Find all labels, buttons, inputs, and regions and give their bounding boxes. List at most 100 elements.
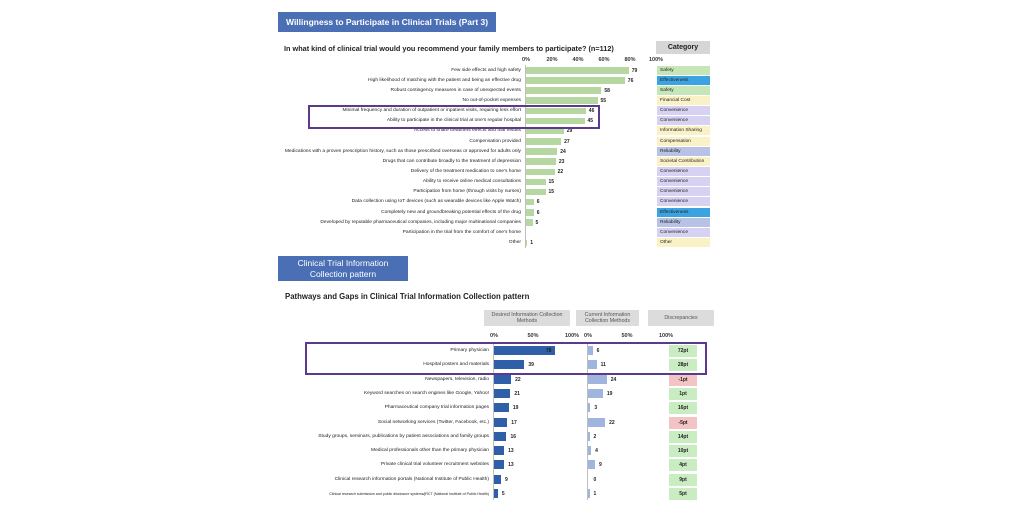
chart2-row-label: Keyword searches on search engines like … <box>363 390 489 396</box>
chart1-x-tick: 40% <box>572 57 584 63</box>
chart2-desired-x-tick: 50% <box>527 333 539 339</box>
chart1-row-label: Participation in the trial from the comf… <box>402 229 521 235</box>
chart1-highlight-box <box>308 104 600 129</box>
chart1-bar <box>526 178 546 186</box>
chart2-desired-value: 16 <box>510 433 517 440</box>
chart2-row-label: Clinical research information portals (N… <box>334 476 489 482</box>
chart1-category-tag: Financial Cost <box>657 95 710 105</box>
chart2-row-label: Pharmaceutical company trial information… <box>384 405 489 411</box>
chart2-row-label: Newspapers, television, radio <box>425 376 489 382</box>
chart1-value-label: 79 <box>631 67 638 74</box>
chart2-current-axis <box>587 343 588 501</box>
chart2-desired-value: 19 <box>512 405 519 412</box>
chart1-bar <box>526 148 558 155</box>
chart1-row-label: Ability to participate in the clinical t… <box>386 118 521 124</box>
chart2-current-x-tick: 100% <box>658 333 674 339</box>
chart2-discrepancy: 5pt <box>669 488 697 500</box>
chart2-discrepancy: -1pt <box>669 373 697 386</box>
chart1-bar <box>526 117 585 125</box>
chart1-category-tag: Effectiveness <box>657 207 710 217</box>
chart2-current-value: 11 <box>600 362 606 369</box>
chart1-bar <box>526 107 586 115</box>
chart1-category-tag: Compensation <box>657 136 710 146</box>
chart1-category-tag: Reliability <box>657 146 710 156</box>
chart1-row-label: Other <box>508 240 521 246</box>
chart2-current-bar <box>588 346 593 355</box>
chart1-x-tick: 100% <box>648 57 664 63</box>
chart1-bar <box>526 87 602 94</box>
chart2-current-bar <box>588 388 603 398</box>
chart1-category-tag: Effectiveness <box>657 75 710 85</box>
chart2-current-bar <box>588 360 597 370</box>
chart1-value-label: 45 <box>587 118 594 125</box>
chart2-desired-bar <box>494 360 525 370</box>
chart2-current-bar <box>588 431 590 441</box>
chart1-category-tag: Convenience <box>657 197 710 207</box>
chart2-current-value: 24 <box>610 376 617 383</box>
chart1-bar <box>526 209 534 216</box>
chart2-desired-bar <box>494 388 511 398</box>
chart2-current-value: 9 <box>599 462 602 469</box>
chart1-bar <box>526 127 564 135</box>
chart2-desired-bar <box>494 346 555 355</box>
chart1-value-label: 6 <box>536 199 540 206</box>
chart1-row-label: Delivery of the treatment medication to … <box>410 169 521 174</box>
chart2-desired-value: 17 <box>511 419 517 426</box>
chart2-desired-bar <box>494 403 509 413</box>
chart1-category-tag: Reliability <box>657 217 710 227</box>
chart1-value-label: 76 <box>627 77 634 84</box>
chart2-desired-value: 13 <box>508 462 514 469</box>
chart2-current-value: 2 <box>593 433 597 440</box>
chart2-highlight-box <box>305 342 707 375</box>
chart1-value-label: 23 <box>558 158 565 165</box>
section2-banner: Clinical Trial Information Collection pa… <box>278 256 408 281</box>
chart1-bar <box>526 188 546 196</box>
chart2-desired-bar <box>494 474 502 484</box>
chart1-value-label: 1 <box>530 240 534 247</box>
chart2-current-value: 4 <box>595 448 598 455</box>
chart2-row-label: Private clinical trial volunteer recruit… <box>380 462 489 468</box>
chart1-row-label: Robust contingency measures in case of u… <box>390 87 522 93</box>
chart2-desired-bar <box>494 374 512 384</box>
desired-column-header: Desired Information Collection Methods <box>484 310 570 326</box>
chart1-bar <box>526 138 562 145</box>
chart1-category-tag: Convenience <box>657 116 710 126</box>
chart2-current-bar <box>588 460 596 470</box>
chart1-x-tick: 0% <box>522 57 530 63</box>
chart1-row-label: Medications with a proven prescription h… <box>284 148 521 154</box>
chart1-value-label: 15 <box>548 179 555 186</box>
chart1-row-label: Completely new and groundbreaking potent… <box>381 209 521 215</box>
chart1-row-label: Access to share treatment effects and tr… <box>413 128 521 134</box>
chart2-row-label: Medical professionals other than the pri… <box>371 448 489 454</box>
chart2-current-bar <box>588 446 592 456</box>
chart1-bar <box>526 239 528 247</box>
chart2-desired-value: 9 <box>505 476 508 483</box>
current-column-header: Current Information Collection Methods <box>576 310 639 326</box>
chart1-value-label: 55 <box>600 97 607 104</box>
chart1-category-tag: Convenience <box>657 106 710 116</box>
chart1-title: In what kind of clinical trial would you… <box>284 44 614 53</box>
chart1-category-tag: Safety <box>657 65 710 75</box>
chart1-x-tick: 60% <box>598 57 610 63</box>
chart2-current-bar <box>588 374 607 384</box>
chart2-discrepancy: 28pt <box>669 359 697 372</box>
chart2-desired-bar <box>494 431 507 441</box>
chart1-bar <box>526 168 555 175</box>
chart1-x-tick: 80% <box>624 57 636 63</box>
chart1-bar <box>526 77 625 84</box>
chart2-desired-bar <box>494 460 505 470</box>
chart2-desired-value: 22 <box>515 376 521 383</box>
chart1-category-tag: Societal Contribution <box>657 156 710 166</box>
chart2-discrepancy: 14pt <box>669 430 697 443</box>
chart1-bar <box>526 67 629 74</box>
chart1-row-label: Drugs that can contribute broadly to the… <box>382 158 521 164</box>
chart1-axis <box>525 65 526 248</box>
chart2-current-value: 0 <box>593 476 597 483</box>
chart1-value-label: 5 <box>535 219 539 226</box>
chart1-value-label: 6 <box>536 209 540 216</box>
chart1-value-label: 24 <box>560 148 566 155</box>
chart2-desired-value: 39 <box>528 362 534 369</box>
chart2-discrepancy: 4pt <box>669 459 697 472</box>
chart2-current-bar <box>588 403 591 413</box>
chart2-discrepancy: -5pt <box>669 416 697 429</box>
